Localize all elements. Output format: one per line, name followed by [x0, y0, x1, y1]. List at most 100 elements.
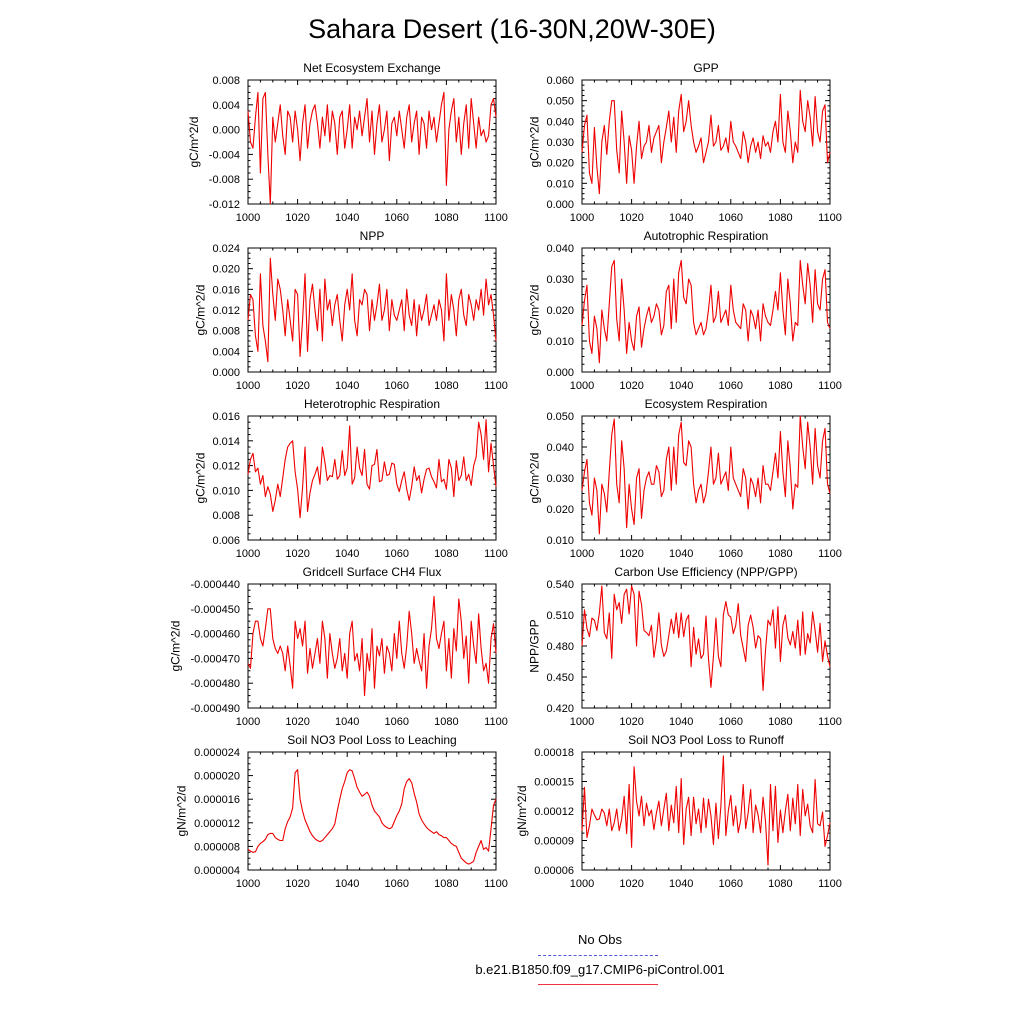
x-tick-label: 1100 — [484, 878, 508, 890]
series-line — [581, 259, 831, 364]
y-tick-label: 0.510 — [546, 610, 574, 622]
y-tick-label: 0.00012 — [534, 806, 574, 818]
y-tick-label: 0.040 — [546, 243, 574, 255]
chart-panel-3: 1000 1020 1040 1060 1080 1100 0.000 0.004 0.008 0… — [194, 229, 508, 392]
x-tick-label: 1060 — [385, 548, 409, 560]
y-axis-label: gN/m^2/d — [515, 786, 529, 837]
x-tick-label: 1020 — [619, 212, 643, 224]
chart-title: Heterotrophic Respiration — [304, 397, 440, 411]
plot-frame — [581, 79, 831, 205]
x-tick-label: 1020 — [285, 716, 309, 728]
x-tick-label: 1080 — [434, 548, 458, 560]
y-tick-label: 0.060 — [546, 75, 574, 87]
y-tick-label: -0.012 — [209, 199, 240, 211]
legend-label-no-obs: No Obs — [577, 932, 623, 947]
x-tick-label: 1080 — [768, 380, 792, 392]
y-tick-label: 0.450 — [546, 672, 574, 684]
y-tick-label: -0.000450 — [190, 604, 240, 616]
x-tick-label: 1000 — [570, 716, 594, 728]
y-tick-label: 0.020 — [546, 504, 574, 516]
plot-frame — [581, 751, 831, 871]
y-tick-label: -0.000470 — [190, 653, 240, 665]
x-tick-label: 1000 — [236, 380, 260, 392]
x-tick-label: 1060 — [385, 878, 409, 890]
chart-title: Net Ecosystem Exchange — [303, 61, 441, 75]
x-tick-label: 1080 — [768, 548, 792, 560]
y-tick-label: 0.008 — [212, 510, 240, 522]
chart-panel-10: 1000 1020 1040 1060 1080 1100 0.00006 0.00009 0.… — [515, 733, 842, 890]
y-tick-label: 0.020 — [546, 305, 574, 317]
x-tick-label: 1040 — [335, 212, 359, 224]
y-tick-label: 0.00009 — [534, 836, 574, 848]
y-tick-label: 0.008 — [212, 75, 240, 87]
y-tick-label: 0.030 — [546, 137, 574, 149]
y-tick-label: 0.024 — [212, 243, 240, 255]
y-tick-label: 0.000 — [212, 367, 240, 379]
x-tick-label: 1060 — [385, 716, 409, 728]
legend-label-case: b.e21.B1850.f09_g17.CMIP6-piControl.001 — [475, 962, 725, 977]
x-tick-label: 1100 — [818, 878, 842, 890]
y-tick-label: 0.000008 — [194, 841, 240, 853]
y-tick-label: 0.006 — [212, 535, 240, 547]
y-tick-label: 0.420 — [546, 703, 574, 715]
chart-title: Ecosystem Respiration — [645, 397, 768, 411]
x-tick-label: 1060 — [719, 212, 743, 224]
y-axis-label: gC/m^2/d — [187, 117, 201, 168]
x-tick-label: 1100 — [484, 548, 508, 560]
x-tick-label: 1000 — [236, 212, 260, 224]
chart-title: Carbon Use Efficiency (NPP/GPP) — [614, 565, 797, 579]
chart-title: Soil NO3 Pool Loss to Leaching — [287, 733, 456, 747]
y-tick-label: 0.050 — [546, 411, 574, 423]
y-tick-label: 0.00015 — [534, 777, 574, 789]
y-axis-label: gC/m^2/d — [194, 285, 208, 336]
x-tick-label: 1000 — [570, 212, 594, 224]
x-tick-label: 1000 — [236, 548, 260, 560]
x-tick-label: 1060 — [385, 380, 409, 392]
plot-frame — [581, 415, 831, 541]
y-tick-label: -0.000440 — [190, 579, 240, 591]
x-tick-label: 1020 — [285, 380, 309, 392]
y-tick-label: 0.000 — [546, 199, 574, 211]
legend-line-case — [538, 984, 658, 985]
x-tick-label: 1020 — [619, 878, 643, 890]
series-line — [581, 755, 831, 866]
y-tick-label: 0.020 — [546, 158, 574, 170]
series-line — [581, 415, 831, 535]
x-tick-label: 1000 — [570, 380, 594, 392]
x-tick-label: 1040 — [669, 716, 693, 728]
x-tick-label: 1000 — [236, 716, 260, 728]
y-tick-label: 0.040 — [546, 442, 574, 454]
x-tick-label: 1040 — [335, 380, 359, 392]
x-tick-label: 1020 — [619, 380, 643, 392]
x-tick-label: 1000 — [236, 878, 260, 890]
x-tick-label: 1080 — [768, 878, 792, 890]
y-tick-label: 0.000012 — [194, 818, 240, 830]
x-tick-label: 1060 — [719, 380, 743, 392]
chart-title: GPP — [693, 61, 718, 75]
x-tick-label: 1020 — [619, 716, 643, 728]
series-line — [247, 419, 497, 519]
x-tick-label: 1040 — [335, 716, 359, 728]
x-tick-label: 1020 — [285, 878, 309, 890]
chart-title: Gridcell Surface CH4 Flux — [303, 565, 442, 579]
x-tick-label: 1040 — [669, 380, 693, 392]
x-tick-label: 1080 — [768, 716, 792, 728]
plot-frame — [581, 247, 831, 373]
x-tick-label: 1100 — [484, 212, 508, 224]
y-tick-label: 0.480 — [546, 641, 574, 653]
series-line — [247, 769, 497, 865]
y-axis-label: gN/m^2/d — [175, 786, 189, 837]
y-axis-label: gC/m^2/d — [528, 453, 542, 504]
y-axis-label: gC/m^2/d — [528, 285, 542, 336]
x-tick-label: 1040 — [669, 878, 693, 890]
x-tick-label: 1100 — [484, 716, 508, 728]
y-tick-label: 0.012 — [212, 305, 240, 317]
y-axis-label: gC/m^2/d — [168, 621, 182, 672]
series-line — [247, 595, 497, 697]
y-tick-label: 0.000 — [212, 125, 240, 137]
y-tick-label: 0.000 — [546, 367, 574, 379]
x-tick-label: 1100 — [818, 212, 842, 224]
y-tick-label: 0.00006 — [534, 865, 574, 877]
x-tick-label: 1060 — [719, 548, 743, 560]
